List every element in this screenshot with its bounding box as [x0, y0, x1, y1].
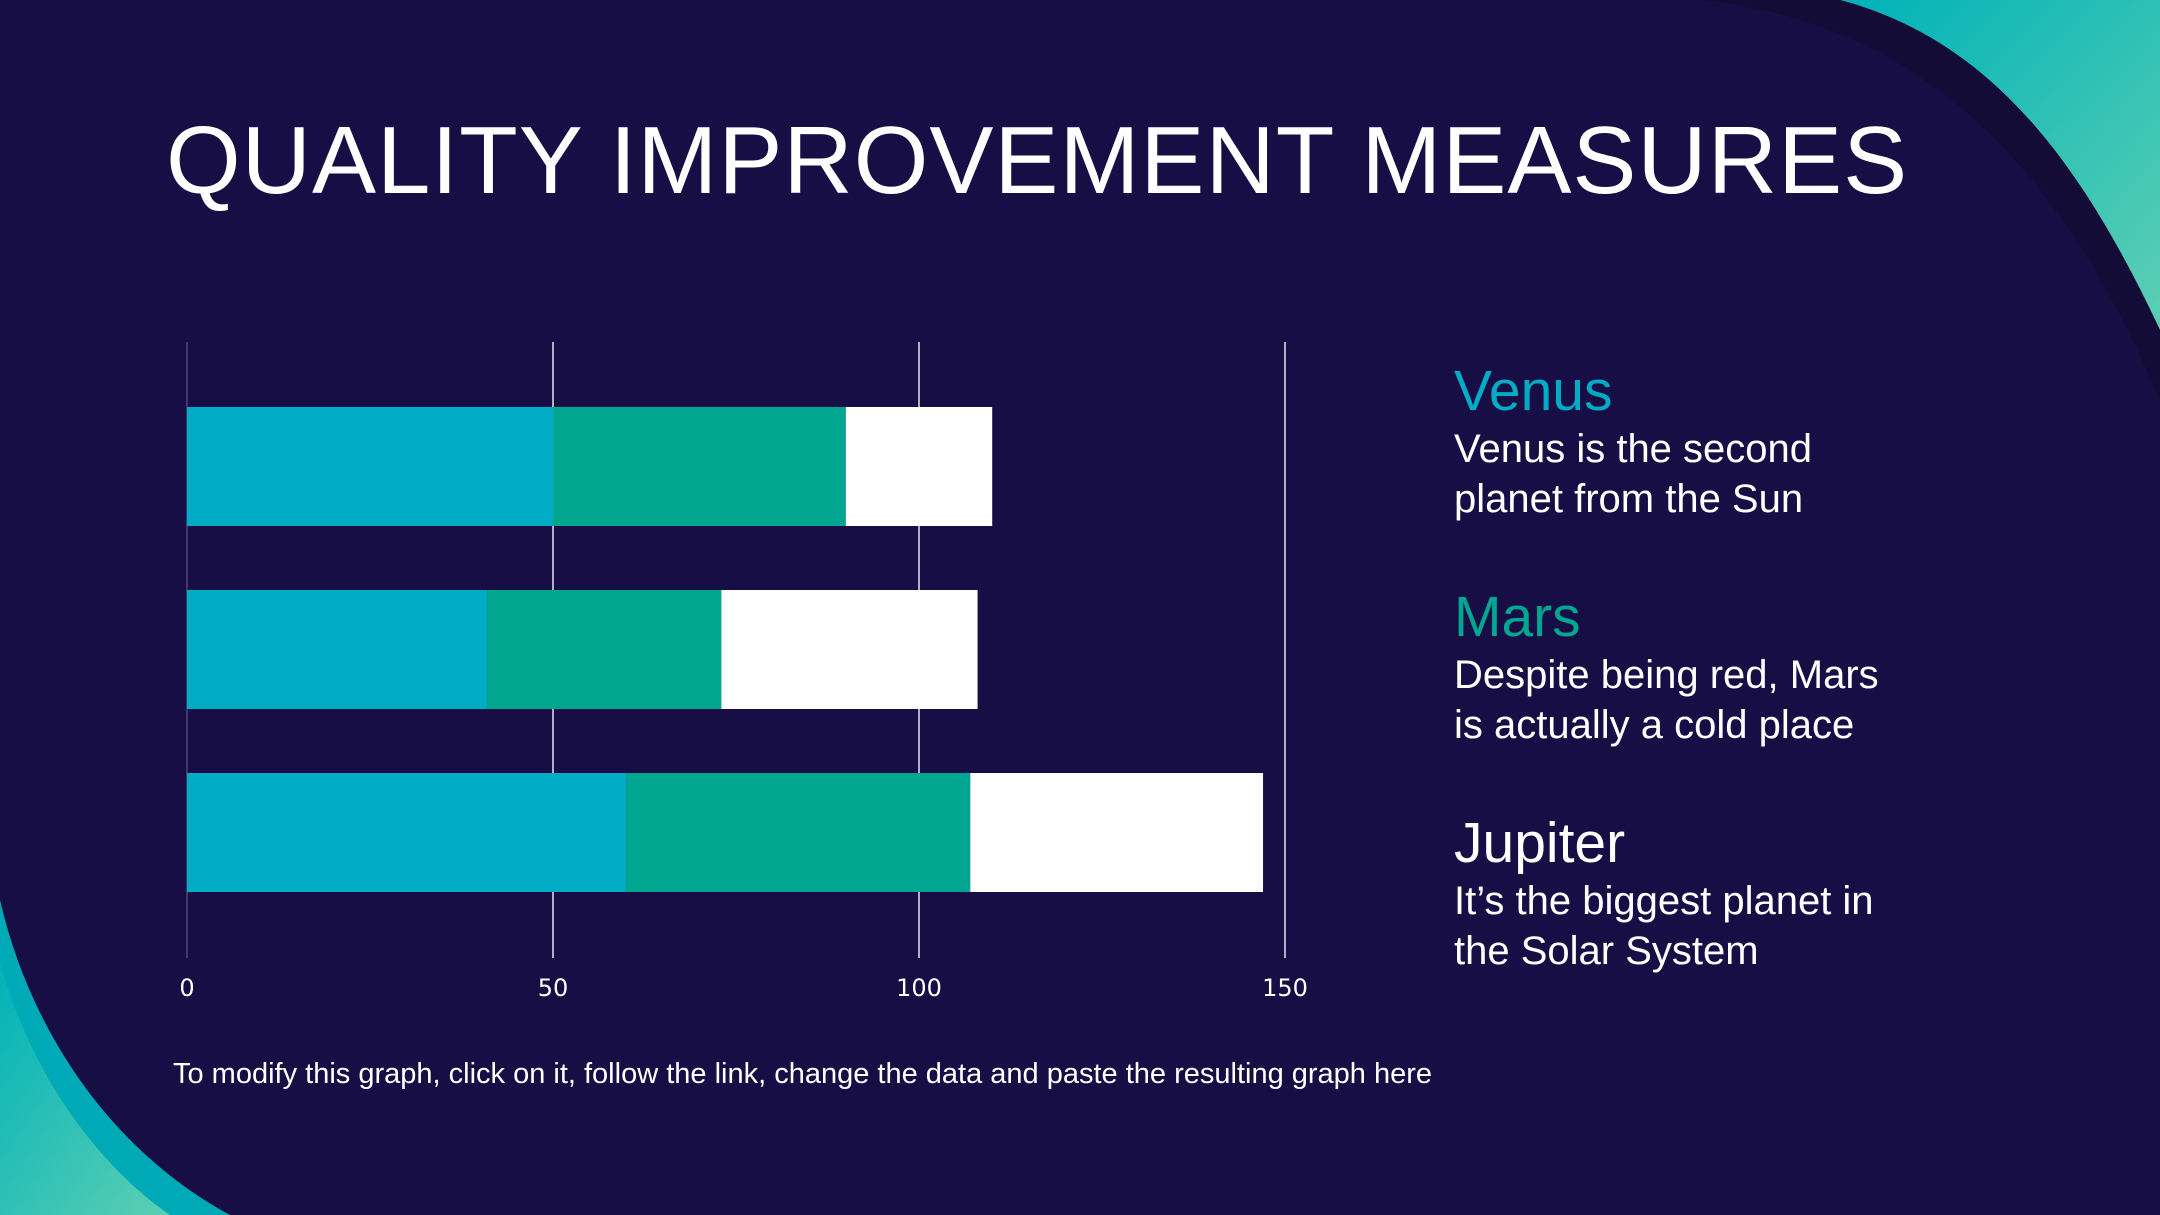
- bottom-left-wave: [0, 900, 230, 1215]
- bar-row-1-segment-1: [187, 407, 553, 526]
- chart-footnote: To modify this graph, click on it, follo…: [173, 1058, 1433, 1090]
- legend-description-venus-line-2: planet from the Sun: [1454, 477, 1804, 521]
- legend-title-venus: Venus: [1454, 359, 1613, 423]
- chart-bars: [187, 407, 1264, 892]
- x-tick-label-50: 50: [538, 974, 569, 1002]
- slide-title: QUALITY IMPROVEMENT MEASURES: [166, 107, 1909, 214]
- chart-x-axis-labels: 0 50 100 150: [179, 974, 1308, 1002]
- bar-row-1-segment-3: [845, 407, 993, 526]
- bar-row-2-segment-1: [187, 590, 488, 709]
- legend-description-mars-line-2: is actually a cold place: [1454, 703, 1855, 747]
- x-tick-label-0: 0: [179, 974, 194, 1002]
- bar-row-3-segment-3: [970, 773, 1264, 892]
- legend-description-jupiter-line-2: the Solar System: [1454, 929, 1759, 973]
- bar-row-2-segment-2: [487, 590, 722, 709]
- x-tick-label-100: 100: [896, 974, 942, 1002]
- legend-item-mars: Mars Despite being red, Mars is actually…: [1454, 584, 2014, 750]
- legend-description-mars-line-1: Despite being red, Mars: [1454, 653, 1879, 697]
- bar-row-2-segment-3: [721, 590, 978, 709]
- bar-row-1-segment-2: [553, 407, 846, 526]
- legend-description-venus-line-1: Venus is the second: [1454, 427, 1813, 471]
- bar-row-3-segment-2: [626, 773, 971, 892]
- legend-item-venus: Venus Venus is the second planet from th…: [1454, 358, 2014, 524]
- legend-title-mars: Mars: [1454, 585, 1581, 649]
- x-tick-label-150: 150: [1262, 974, 1308, 1002]
- legend-description-jupiter-line-1: It’s the biggest planet in: [1454, 879, 1874, 923]
- legend-title-jupiter: Jupiter: [1454, 811, 1626, 875]
- top-right-wave: [1700, 0, 2160, 400]
- bar-row-3-segment-1: [187, 773, 627, 892]
- legend-item-jupiter: Jupiter It’s the biggest planet in the S…: [1454, 810, 2014, 976]
- legend-description-jupiter: It’s the biggest planet in the Solar Sys…: [1454, 876, 2014, 976]
- legend-description-venus: Venus is the second planet from the Sun: [1454, 424, 2014, 524]
- legend-description-mars: Despite being red, Mars is actually a co…: [1454, 650, 2014, 750]
